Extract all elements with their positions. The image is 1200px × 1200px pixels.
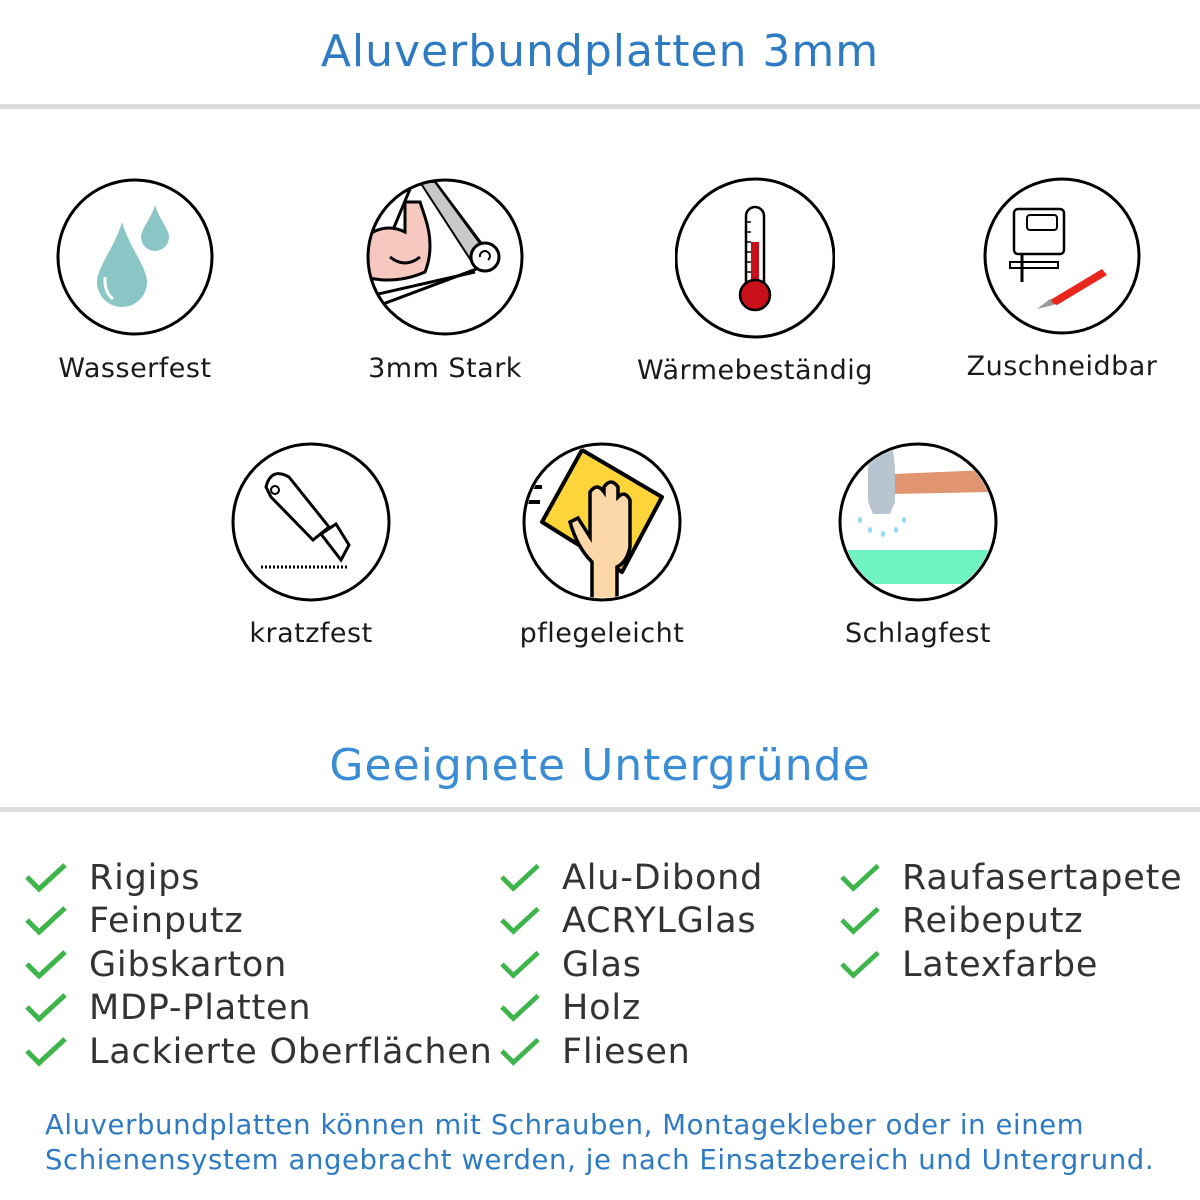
checkmark-icon [500, 1037, 540, 1066]
list-item: Holz [500, 987, 763, 1031]
feature-kratzfest: kratzfest [181, 442, 441, 649]
feature-label: kratzfest [249, 618, 373, 649]
list-item: Latexfarbe [840, 943, 1183, 987]
list-item: ACRYLGlas [500, 900, 763, 944]
list-item: Reibeputz [840, 900, 1183, 944]
checkmark-icon [25, 862, 67, 893]
feature-pflegeleicht: pflegeleicht [472, 442, 732, 649]
checkmark-icon [25, 1036, 67, 1067]
feature-3mm-stark: 3mm Stark [315, 177, 575, 384]
feature-wasserfest: Wasserfest [5, 177, 265, 384]
jigsaw-knife-icon [983, 177, 1141, 335]
divider [0, 807, 1200, 812]
feature-label: Zuschneidbar [966, 351, 1158, 382]
cleaning-cloth-hand-icon [522, 442, 682, 602]
surfaces-column-2: Alu-Dibond ACRYLGlas Glas Holz Fliesen [500, 856, 763, 1074]
mounting-note: Aluverbundplatten können mit Schrauben, … [45, 1109, 1155, 1176]
list-item: Fliesen [500, 1030, 763, 1074]
feature-label: Schlagfest [844, 618, 992, 649]
checkmark-icon [840, 907, 880, 936]
checkmark-icon [840, 950, 880, 979]
list-item: Feinputz [25, 900, 493, 944]
list-item: Gibskarton [25, 943, 493, 987]
hammer-impact-icon [838, 442, 998, 602]
cutter-knife-icon [231, 442, 391, 602]
surfaces-column-3: Raufasertapete Reibeputz Latexfarbe [840, 856, 1183, 987]
list-item: MDP-Platten [25, 987, 493, 1031]
flexed-arm-icon [366, 178, 524, 336]
feature-label: 3mm Stark [368, 353, 522, 384]
surfaces-column-1: Rigips Feinputz Gibskarton MDP-Platten L… [25, 856, 493, 1074]
checkmark-icon [500, 863, 540, 892]
page-title: Aluverbundplatten 3mm [320, 26, 880, 77]
list-item: Rigips [25, 856, 493, 900]
divider [0, 104, 1200, 109]
list-item: Glas [500, 943, 763, 987]
list-item: Raufasertapete [840, 856, 1183, 900]
checkmark-icon [500, 907, 540, 936]
feature-schlagfest: Schlagfest [788, 442, 1048, 649]
checkmark-icon [25, 993, 67, 1023]
feature-waermebestaendig: Wärmebeständig [625, 177, 885, 386]
checkmark-icon [25, 949, 67, 980]
list-item: Lackierte Oberflächen [25, 1030, 493, 1074]
list-item: Alu-Dibond [500, 856, 763, 900]
checkmark-icon [500, 950, 540, 979]
feature-zuschneidbar: Zuschneidbar [932, 177, 1192, 382]
checkmark-icon [500, 994, 540, 1023]
section-title: Geeignete Untergründe [329, 740, 871, 791]
feature-label: Wärmebeständig [637, 355, 873, 386]
checkmark-icon [840, 863, 880, 892]
feature-label: Wasserfest [58, 353, 212, 384]
water-drops-icon [56, 178, 214, 336]
thermometer-icon [675, 177, 835, 339]
feature-label: pflegeleicht [519, 618, 685, 649]
checkmark-icon [25, 906, 67, 936]
